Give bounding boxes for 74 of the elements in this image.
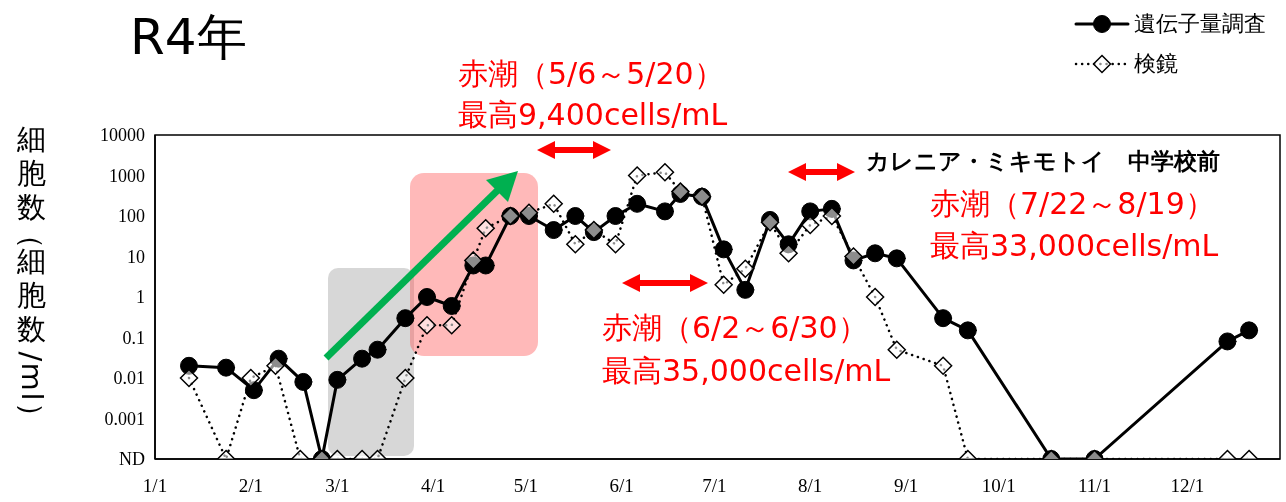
- annotation: 最高33,000cells/mL: [930, 228, 1219, 264]
- point: [1240, 321, 1259, 340]
- point: [736, 259, 755, 278]
- point: [544, 221, 563, 240]
- y-tick-label: 100: [118, 206, 145, 227]
- point: [800, 215, 820, 235]
- point: [655, 163, 675, 182]
- x-tick-label: 2/1: [238, 475, 263, 497]
- point: [887, 249, 906, 268]
- point: [866, 244, 885, 263]
- legend-label: 検鏡: [1134, 50, 1178, 78]
- y-tick-label: 10000: [100, 125, 145, 146]
- y-tick-label: ND: [119, 449, 145, 470]
- point: [544, 194, 563, 214]
- point: [396, 309, 415, 328]
- point: [606, 235, 625, 254]
- point: [844, 251, 863, 270]
- point: [417, 316, 437, 335]
- point: [958, 321, 977, 340]
- chart-title: R4年: [130, 7, 247, 68]
- point: [328, 370, 347, 389]
- point: [779, 244, 798, 263]
- y-tick-label: 10: [127, 246, 145, 267]
- point: [476, 218, 495, 238]
- point: [464, 251, 483, 270]
- y-tick-label: 1000: [109, 165, 145, 186]
- x-tick-label: 7/1: [702, 475, 727, 497]
- point: [934, 309, 953, 328]
- text: 赤潮（5/6～5/20）: [458, 56, 724, 92]
- point: [396, 368, 415, 388]
- point: [736, 280, 755, 299]
- point: [417, 288, 436, 306]
- point: [628, 194, 647, 213]
- point: [1218, 332, 1237, 351]
- y-tick-label: 0.01: [113, 368, 145, 389]
- x-tick-label: 11/1: [1078, 475, 1112, 497]
- point: [714, 240, 733, 259]
- x-tick-label: 6/1: [609, 475, 634, 497]
- point: [822, 199, 841, 218]
- point: [442, 296, 461, 315]
- point: [627, 166, 647, 185]
- legend-label: 遺伝子量調査: [1134, 10, 1266, 38]
- y-tick-label: 0.001: [104, 408, 145, 429]
- point: [887, 340, 907, 359]
- point: [779, 235, 798, 254]
- x-tick-label: 10/1: [981, 475, 1016, 497]
- point: [933, 356, 953, 376]
- y-tick-label: 1: [136, 287, 145, 308]
- annotation: 赤潮（7/22～8/19）: [930, 186, 1215, 222]
- x-tick-label: 12/1: [1170, 475, 1205, 497]
- point: [714, 275, 733, 295]
- point: [606, 207, 625, 225]
- x-tick-label: 1/1: [142, 475, 168, 497]
- x-tick-label: 9/1: [893, 475, 919, 497]
- point: [442, 316, 461, 335]
- point: [368, 340, 387, 359]
- text: 細胞数（細胞数/ml）: [14, 121, 49, 431]
- point: [353, 349, 372, 368]
- x-tick-label: 5/1: [513, 475, 539, 497]
- y-tick-label: 0.1: [122, 327, 145, 348]
- point: [844, 247, 863, 266]
- x-tick-label: 4/1: [421, 475, 446, 497]
- point: [865, 287, 885, 307]
- point: [822, 206, 842, 226]
- point: [655, 202, 674, 221]
- text: 最高9,400cells/mL: [458, 97, 728, 133]
- x-tick-label: 8/1: [798, 475, 823, 497]
- point: [801, 202, 820, 221]
- point: [566, 207, 585, 225]
- annotation: 赤潮（6/2～6/30）: [602, 310, 868, 346]
- annotation: カレニア・ミキモトイ 中学校前: [866, 148, 1220, 176]
- point: [566, 235, 585, 254]
- annotation: 最高35,000cells/mL: [602, 353, 891, 389]
- x-tick-label: 3/1: [325, 475, 350, 497]
